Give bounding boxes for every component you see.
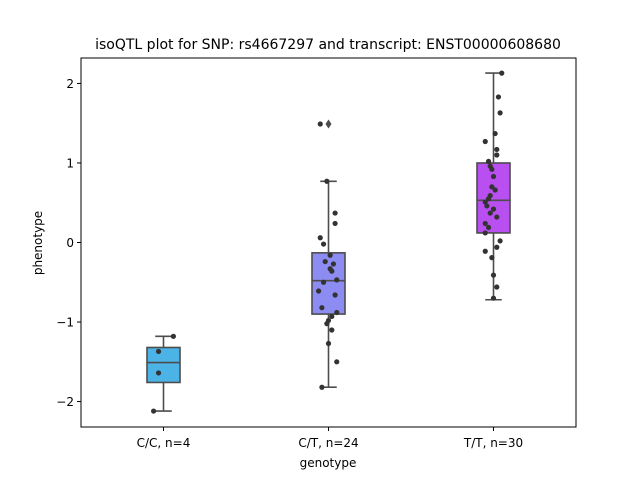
data-point bbox=[320, 241, 327, 247]
data-point bbox=[316, 288, 322, 294]
data-point bbox=[487, 210, 493, 216]
data-point bbox=[482, 199, 488, 205]
data-point bbox=[332, 292, 338, 298]
data-point bbox=[482, 230, 488, 236]
strip-points bbox=[316, 121, 340, 390]
data-point bbox=[490, 295, 497, 301]
data-point bbox=[494, 146, 500, 153]
y-tick-label: 2 bbox=[66, 77, 74, 91]
outlier-marker bbox=[325, 119, 332, 129]
data-point bbox=[494, 284, 500, 290]
data-point bbox=[494, 152, 500, 158]
data-point bbox=[490, 206, 497, 212]
data-point bbox=[155, 370, 162, 376]
data-point bbox=[334, 359, 340, 365]
data-point bbox=[332, 210, 338, 216]
data-point bbox=[482, 248, 488, 254]
data-point bbox=[482, 138, 488, 145]
data-point bbox=[489, 255, 495, 261]
x-tick-label: T/T, n=30 bbox=[463, 436, 523, 450]
box-group bbox=[146, 335, 181, 412]
data-point bbox=[490, 173, 497, 180]
plot-area bbox=[146, 70, 511, 414]
y-tick-label: 1 bbox=[66, 156, 74, 170]
data-point bbox=[324, 321, 330, 327]
data-point bbox=[485, 224, 492, 230]
data-point bbox=[151, 408, 157, 414]
box bbox=[146, 346, 181, 384]
data-point bbox=[484, 203, 490, 209]
data-point bbox=[329, 313, 335, 320]
data-point bbox=[327, 252, 333, 258]
data-point bbox=[330, 261, 337, 267]
data-point bbox=[492, 187, 498, 193]
data-point bbox=[317, 235, 323, 241]
y-axis: −2 −1 0 1 2 bbox=[56, 77, 81, 409]
data-point bbox=[489, 184, 495, 190]
data-point bbox=[334, 309, 340, 316]
box-group bbox=[311, 119, 346, 389]
data-point bbox=[334, 277, 340, 283]
box bbox=[311, 252, 346, 315]
data-point bbox=[489, 166, 495, 172]
data-point bbox=[485, 158, 492, 164]
data-point bbox=[497, 110, 503, 116]
data-point bbox=[325, 340, 332, 347]
x-axis-label: genotype bbox=[300, 456, 357, 470]
data-point bbox=[490, 272, 497, 278]
data-point bbox=[494, 244, 500, 250]
data-point bbox=[329, 327, 335, 333]
data-point bbox=[485, 196, 492, 202]
data-point bbox=[324, 178, 330, 184]
data-point bbox=[497, 238, 503, 244]
data-point bbox=[322, 258, 328, 265]
data-point bbox=[332, 220, 338, 227]
y-tick-label: −1 bbox=[56, 316, 74, 330]
data-point bbox=[319, 305, 325, 311]
data-point bbox=[170, 333, 176, 339]
y-tick-label: −2 bbox=[56, 395, 74, 409]
y-axis-label: phenotype bbox=[31, 211, 45, 275]
data-point bbox=[492, 130, 498, 137]
x-tick-label: C/C, n=4 bbox=[137, 436, 191, 450]
strip-points bbox=[482, 70, 505, 301]
data-point bbox=[499, 70, 505, 76]
data-point bbox=[494, 214, 500, 220]
box bbox=[476, 162, 511, 234]
chart-title: isoQTL plot for SNP: rs4667297 and trans… bbox=[95, 37, 561, 53]
data-point bbox=[482, 220, 488, 227]
data-point bbox=[155, 348, 162, 355]
data-point bbox=[319, 384, 325, 390]
data-point bbox=[495, 94, 502, 100]
data-point bbox=[320, 279, 327, 285]
x-axis: C/C, n=4 C/T, n=24 T/T, n=30 bbox=[137, 427, 523, 450]
data-point bbox=[329, 268, 335, 274]
data-point bbox=[317, 121, 323, 127]
x-tick-label: C/T, n=24 bbox=[298, 436, 358, 450]
y-tick-label: 0 bbox=[66, 236, 74, 250]
strip-points bbox=[151, 333, 176, 414]
